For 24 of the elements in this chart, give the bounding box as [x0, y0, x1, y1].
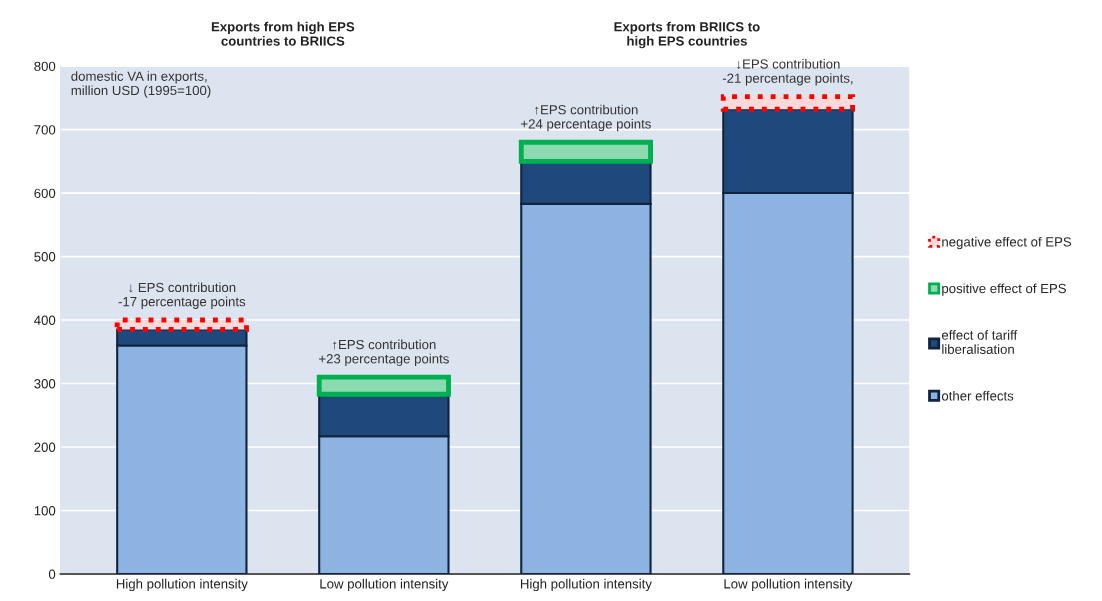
y-tick-label: 0 [48, 569, 56, 579]
legend-label: other effects [941, 390, 1014, 401]
y-tick-label: 300 [34, 379, 56, 389]
text: Exports from high EPS countries to BRIICS [211, 21, 355, 46]
annotation: ↓ EPS contribution -17 percentage points [118, 282, 246, 309]
x-tick-label: Low pollution intensity [724, 578, 853, 592]
annotation: ↓EPS contribution -21 percentage points, [722, 58, 853, 86]
y-tick-label: 800 [34, 61, 56, 72]
y-tick-label: 400 [34, 315, 56, 325]
legend-label: negative effect of EPS [942, 236, 1072, 250]
y-axis-title: domestic VA in exports, million USD (1995=100) [71, 71, 211, 98]
text: Exports from BRIICS to high EPS countries [614, 21, 760, 49]
annotation: ↑EPS contribution +24 percentage points [521, 104, 651, 132]
y-tick-label: 600 [34, 188, 56, 198]
annotation: ↑EPS contribution +23 percentage points [319, 339, 449, 367]
x-tick-label: Low pollution intensity [320, 578, 449, 592]
legend-label: effect of tariff liberalisation [941, 330, 1018, 354]
legend-label: positive effect of EPS [942, 283, 1066, 296]
y-tick-label: 100 [34, 506, 56, 516]
y-tick-label: 200 [34, 442, 56, 452]
x-tick-label: High pollution intensity [116, 578, 248, 592]
y-tick-label: 500 [34, 252, 56, 262]
x-tick-label: High pollution intensity [520, 578, 652, 592]
y-tick-label: 700 [34, 125, 56, 135]
